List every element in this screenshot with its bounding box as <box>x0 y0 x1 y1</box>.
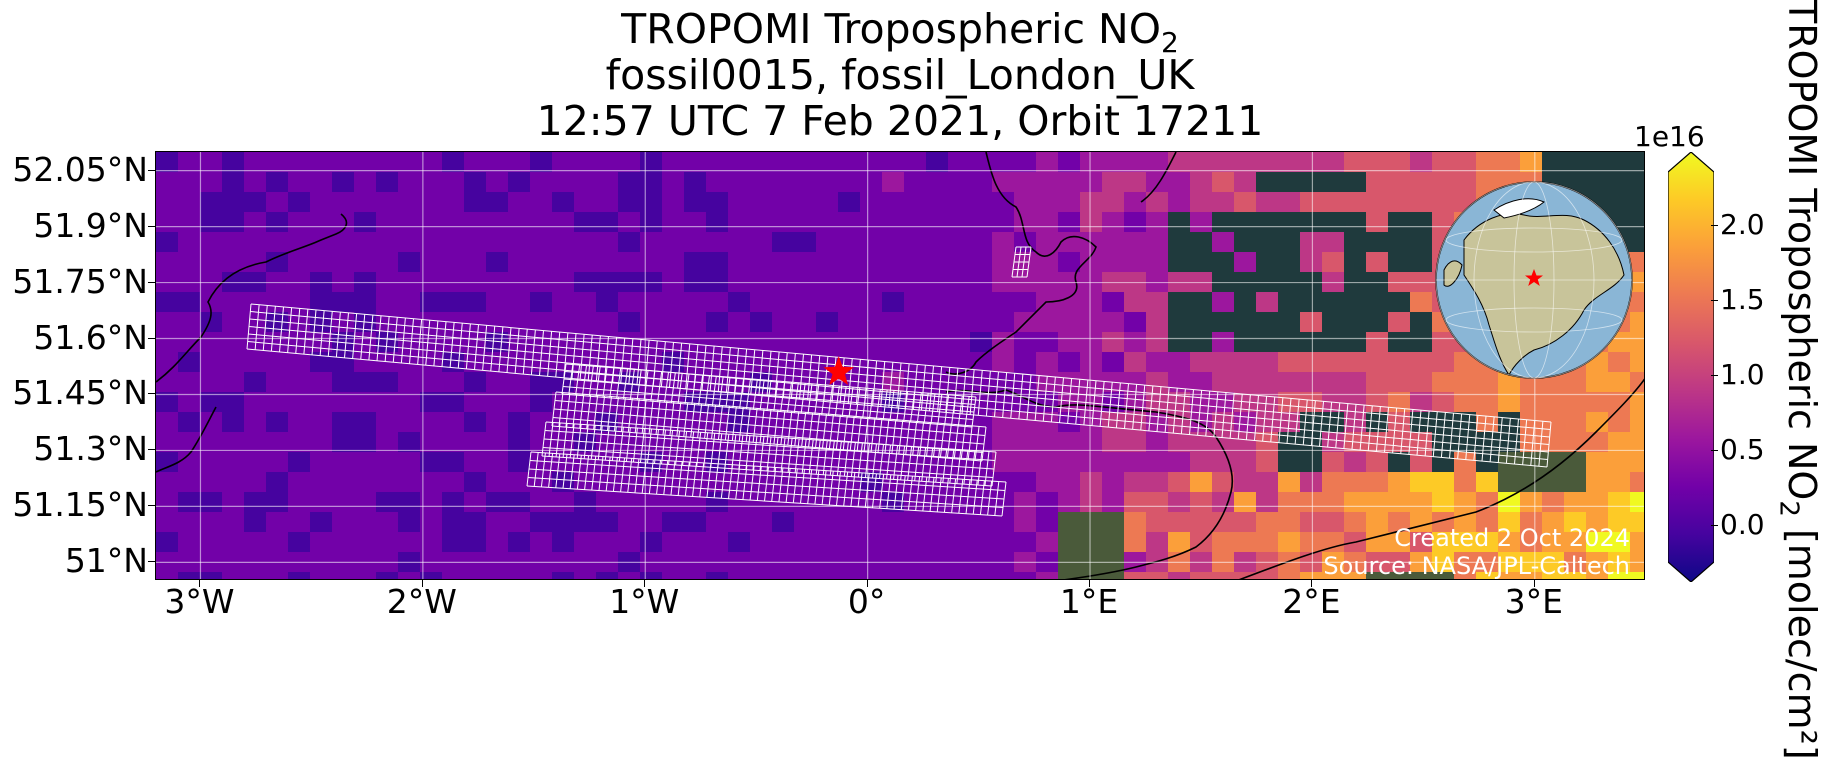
x-tick-mark <box>199 580 201 587</box>
x-tick-label: 2°E <box>1282 582 1341 621</box>
x-tick-label: 3°W <box>164 582 235 621</box>
colorbar-tick-label: 1.0 <box>1720 357 1765 391</box>
globe-inset <box>1435 181 1633 379</box>
colorbar-tick-mark <box>1711 299 1718 301</box>
colorbar-tick-label: 1.5 <box>1720 282 1765 316</box>
x-tick-mark <box>1089 580 1091 587</box>
created-date-label: Created 2 Oct 2024 <box>1394 524 1630 552</box>
colorbar-tick-label: 0.5 <box>1720 432 1765 466</box>
x-tick-label: 3°E <box>1504 582 1563 621</box>
colorbar-multiplier: 1e16 <box>1634 120 1705 153</box>
y-tick-mark <box>148 169 155 171</box>
y-tick-label: 52.05°N <box>12 149 148 189</box>
colorbar-label: TROPOMI Tropospheric NO2 [molec/cm²] <box>1773 0 1821 760</box>
colorbar-tick-label: 0.0 <box>1720 507 1765 541</box>
map-plot-area: Created 2 Oct 2024 Source: NASA/JPL-Calt… <box>155 151 1645 580</box>
source-credit-label: Source: NASA/JPL-Caltech <box>1323 552 1630 580</box>
y-tick-mark <box>148 505 155 507</box>
fossil-footprint-grid <box>246 246 1552 517</box>
y-tick-label: 51.15°N <box>12 485 148 525</box>
x-tick-label: 1°W <box>609 582 680 621</box>
y-tick-mark <box>148 393 155 395</box>
x-tick-mark <box>644 580 646 587</box>
london-target-star-icon <box>823 356 854 385</box>
map-title-line-2: fossil0015, fossil_London_UK <box>605 51 1195 99</box>
x-tick-label: 2°W <box>386 582 457 621</box>
x-tick-mark <box>1311 580 1313 587</box>
y-tick-mark <box>148 561 155 563</box>
y-tick-label: 51.6°N <box>33 317 148 357</box>
y-tick-mark <box>148 449 155 451</box>
map-title-line-3: 12:57 UTC 7 Feb 2021, Orbit 17211 <box>536 97 1264 145</box>
y-tick-label: 51°N <box>64 541 148 581</box>
x-tick-mark <box>421 580 423 587</box>
colorbar-tick-label: 2.0 <box>1720 207 1765 241</box>
x-tick-mark <box>1533 580 1535 587</box>
colorbar-tick-mark <box>1711 224 1718 226</box>
x-tick-label: 1°E <box>1059 582 1119 621</box>
no2-map-canvas <box>156 152 1644 579</box>
y-tick-mark <box>148 281 155 283</box>
y-tick-label: 51.75°N <box>12 261 148 301</box>
colorbar <box>1668 152 1714 582</box>
y-tick-label: 51.45°N <box>12 373 148 413</box>
colorbar-tick-mark <box>1711 374 1718 376</box>
globe-target-star-icon <box>1525 269 1543 286</box>
y-tick-mark <box>148 337 155 339</box>
y-tick-label: 51.9°N <box>33 205 148 245</box>
colorbar-tick-mark <box>1711 524 1718 526</box>
y-tick-label: 51.3°N <box>33 429 148 469</box>
y-tick-mark <box>148 225 155 227</box>
x-tick-mark <box>866 580 868 587</box>
colorbar-tick-mark <box>1711 449 1718 451</box>
map-title-line-1: TROPOMI Tropospheric NO2 <box>621 5 1179 60</box>
x-tick-label: 0° <box>847 582 886 621</box>
